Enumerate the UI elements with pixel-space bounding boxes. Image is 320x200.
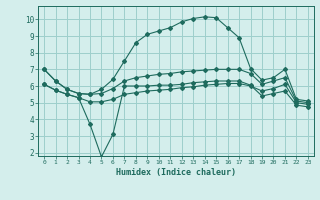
X-axis label: Humidex (Indice chaleur): Humidex (Indice chaleur) (116, 168, 236, 177)
